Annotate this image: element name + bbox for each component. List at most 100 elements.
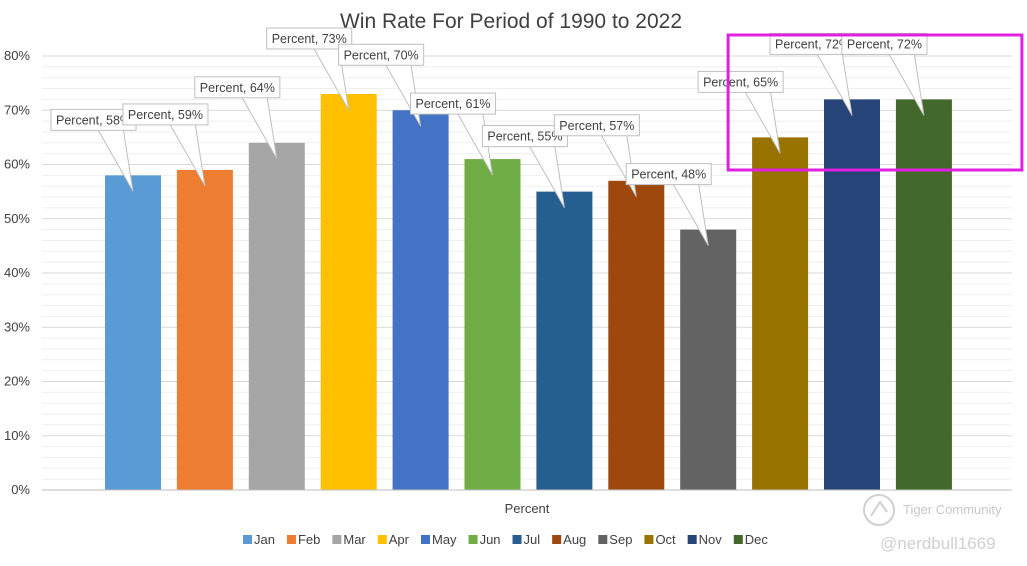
- data-label-text: Percent, 70%: [344, 48, 419, 62]
- legend-label: Jul: [524, 532, 541, 547]
- data-label-mar: Percent, 64%: [194, 76, 281, 160]
- legend-swatch: [286, 535, 296, 544]
- data-labels: Percent, 58%Percent, 59% Percent, 64% Perc…: [50, 27, 928, 246]
- legend-swatch: [332, 535, 342, 544]
- legend-item-apr: Apr: [377, 532, 410, 547]
- y-tick-label: 0%: [11, 482, 30, 497]
- callout-box: [122, 103, 209, 126]
- tiger-logo-mark: [870, 500, 888, 517]
- data-label-jan: Percent, 58%: [50, 108, 137, 192]
- data-label-may: Percent, 70%: [338, 43, 425, 127]
- callout-box: [697, 70, 784, 93]
- legend-item-feb: Feb: [286, 532, 320, 547]
- legend-swatch: [468, 535, 478, 544]
- legend-label: Sep: [609, 532, 632, 547]
- chart-title: Win Rate For Period of 1990 to 2022: [340, 10, 682, 33]
- legend: Jan Feb Mar Apr May Jun Jul Aug Sep Oct Nov Dec: [243, 532, 768, 547]
- legend-swatch: [421, 535, 430, 544]
- data-label-sep: Percent, 48%: [625, 163, 712, 246]
- data-label-oct: Percent, 65%: [697, 70, 784, 154]
- legend-label: Oct: [655, 532, 676, 547]
- legend-label: Dec: [745, 532, 769, 547]
- data-label-text: Percent, 57%: [559, 119, 634, 133]
- legend-swatch: [598, 535, 608, 544]
- y-axis-ticks: 0% 10% 20% 30% 40% 50% 60% 70% 80%: [4, 48, 30, 497]
- bar-mar: [248, 142, 305, 491]
- legend-swatch: [243, 535, 252, 544]
- legend-label: Jun: [480, 532, 501, 547]
- legend-item-jan: Jan: [243, 532, 275, 547]
- data-label-text: Percent, 59%: [128, 108, 203, 122]
- legend-item-mar: Mar: [332, 532, 366, 547]
- legend-swatch: [377, 535, 387, 544]
- bar-may: [392, 110, 449, 490]
- y-tick-label: 70%: [4, 102, 30, 117]
- legend-label: Apr: [389, 532, 410, 547]
- callout-box: [338, 43, 425, 66]
- bars: [105, 93, 952, 491]
- callout-box: [266, 27, 353, 50]
- bar-oct: [752, 137, 809, 490]
- bar-dec: [895, 99, 952, 491]
- legend-item-nov: Nov: [687, 532, 723, 547]
- legend-label: Feb: [298, 532, 320, 547]
- data-label-text: Percent, 58%: [56, 113, 131, 127]
- data-label-text: Percent, 64%: [200, 81, 275, 95]
- data-label-text: Percent, 65%: [703, 75, 778, 89]
- callout-box: [553, 114, 640, 137]
- watermark-brand: Tiger Community: [903, 502, 1002, 517]
- callout-box: [625, 163, 712, 186]
- callout-box: [410, 92, 497, 115]
- y-tick-label: 10%: [4, 428, 30, 443]
- data-label-text: Percent, 55%: [487, 130, 562, 144]
- y-tick-label: 80%: [4, 48, 30, 63]
- watermark: Tiger Community @nerdbull1669: [863, 494, 1002, 553]
- bar-jan: [105, 175, 161, 490]
- legend-swatch: [644, 535, 654, 544]
- legend-label: May: [432, 532, 457, 547]
- legend-swatch: [552, 535, 562, 544]
- legend-label: Aug: [563, 532, 586, 547]
- bar-feb: [176, 169, 233, 491]
- data-label-jul: Percent, 55%: [481, 125, 568, 208]
- y-tick-label: 20%: [4, 374, 30, 389]
- y-tick-label: 60%: [4, 157, 30, 172]
- data-label-text: Percent, 72%: [775, 37, 850, 51]
- tiger-logo-icon: [863, 494, 895, 526]
- legend-swatch: [733, 535, 743, 544]
- legend-item-dec: Dec: [733, 532, 769, 547]
- bar-jul: [536, 191, 593, 490]
- y-tick-label: 30%: [4, 319, 30, 334]
- bar-jun: [464, 159, 521, 490]
- x-axis-label: Percent: [505, 501, 550, 516]
- highlight-box: [726, 33, 1024, 172]
- watermark-handle: @nerdbull1669: [880, 534, 996, 553]
- legend-item-may: May: [421, 532, 457, 547]
- legend-label: Nov: [699, 532, 723, 547]
- data-label-feb: Percent, 59%: [122, 103, 209, 187]
- data-label-text: Percent, 48%: [631, 168, 706, 182]
- data-label-text: Percent, 72%: [847, 37, 922, 51]
- y-tick-label: 40%: [4, 265, 30, 280]
- data-label-text: Percent, 73%: [272, 32, 347, 46]
- legend-label: Mar: [343, 532, 366, 547]
- data-label-dec: Percent, 72%: [841, 32, 928, 116]
- data-label-nov: Percent, 72%: [769, 32, 856, 116]
- legend-swatch: [687, 535, 697, 544]
- legend-item-sep: Sep: [598, 532, 632, 547]
- bar-nov: [824, 99, 880, 491]
- legend-item-jun: Jun: [468, 532, 501, 547]
- callout-box: [194, 76, 281, 99]
- data-label-text: Percent, 61%: [416, 97, 491, 111]
- legend-item-oct: Oct: [644, 532, 676, 547]
- callout-box: [841, 32, 928, 55]
- legend-item-aug: Aug: [552, 532, 586, 547]
- legend-swatch: [512, 535, 522, 544]
- y-tick-label: 50%: [4, 211, 30, 226]
- legend-item-jul: Jul: [512, 532, 541, 547]
- bar-sep: [680, 229, 737, 490]
- legend-label: Jan: [254, 532, 275, 547]
- bar-aug: [608, 180, 665, 490]
- bar-apr: [320, 93, 377, 490]
